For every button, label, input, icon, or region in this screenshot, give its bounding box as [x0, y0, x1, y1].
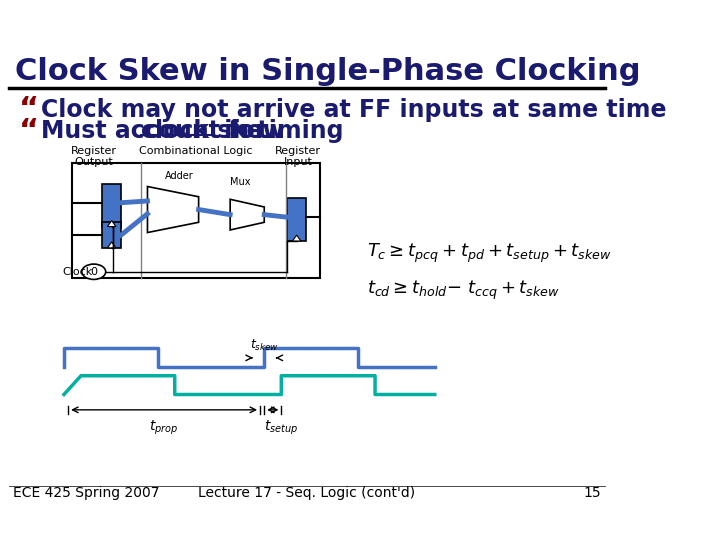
Text: Adder: Adder [164, 171, 193, 181]
Text: $t_{prop}$: $t_{prop}$ [149, 418, 179, 437]
Text: Clock Skew in Single-Phase Clocking: Clock Skew in Single-Phase Clocking [15, 57, 641, 86]
Bar [102, 222, 121, 248]
Text: in timing: in timing [216, 119, 343, 143]
Polygon shape [230, 199, 264, 230]
Text: “: “ [19, 95, 39, 124]
Text: $t_{skew}$: $t_{skew}$ [250, 338, 279, 353]
Text: Mux: Mux [230, 177, 251, 187]
Polygon shape [107, 242, 116, 248]
Text: Clock: Clock [62, 267, 92, 277]
Text: ECE 425 Spring 2007: ECE 425 Spring 2007 [13, 487, 159, 501]
Text: 15: 15 [583, 487, 601, 501]
Text: Lecture 17 - Seq. Logic (cont'd): Lecture 17 - Seq. Logic (cont'd) [198, 487, 415, 501]
Polygon shape [292, 235, 301, 241]
Text: $t_{cd} \geq t_{hold}\mathrm{-}\ t_{ccq} + t_{skew}$: $t_{cd} \geq t_{hold}\mathrm{-}\ t_{ccq}… [366, 279, 559, 302]
Text: $t_{setup}$: $t_{setup}$ [264, 418, 298, 437]
Text: Register
Output: Register Output [71, 146, 117, 167]
Bar [102, 184, 121, 227]
Polygon shape [148, 186, 199, 233]
Text: Combinational Logic: Combinational Logic [139, 146, 253, 156]
Text: Clock may not arrive at FF inputs at same time: Clock may not arrive at FF inputs at sam… [41, 98, 667, 122]
Text: “: “ [19, 117, 39, 146]
Text: Register
Input: Register Input [275, 146, 321, 167]
Bar [287, 198, 306, 241]
Text: clock skew: clock skew [140, 119, 284, 143]
Text: $T_c \geq t_{pcq}+ t_{pd}+ t_{setup} + t_{skew}$: $T_c \geq t_{pcq}+ t_{pd}+ t_{setup} + t… [366, 242, 611, 266]
Text: Must account for: Must account for [41, 119, 274, 143]
Bar [73, 163, 320, 278]
Ellipse shape [82, 264, 106, 279]
Polygon shape [107, 221, 116, 227]
Text: 0: 0 [90, 267, 97, 277]
